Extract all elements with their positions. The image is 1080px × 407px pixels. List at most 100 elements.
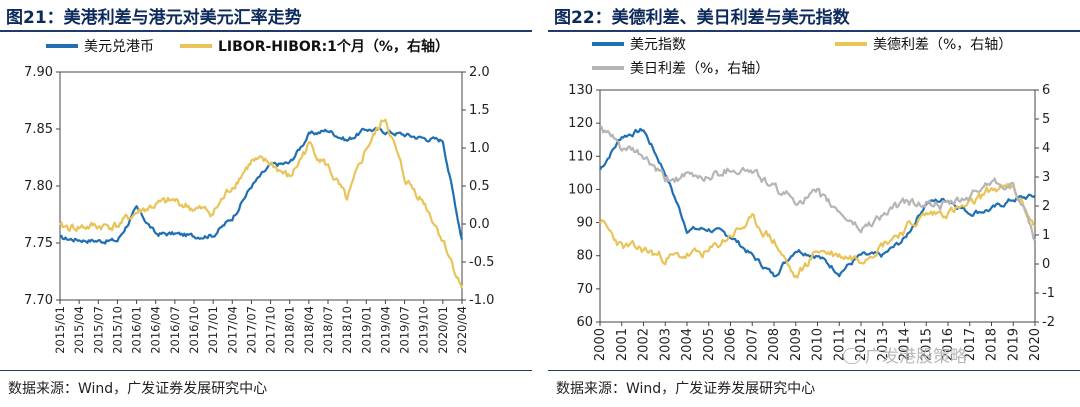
data-point [773,274,775,276]
x-tick-label: 2003 [658,328,673,361]
data-point [212,234,214,236]
data-point [135,211,137,213]
data-point [947,205,949,207]
data-point [289,162,291,164]
x-tick-label: 2010 [811,328,826,361]
data-point [642,248,644,250]
x-tick-label: 2016/01 [130,306,144,354]
x-tick-label: 2019 [1006,328,1021,361]
data-point [621,245,623,247]
x-tick-label: 2006 [724,328,739,361]
data-point [990,208,992,210]
data-point [423,200,425,202]
y2-tick-label: 5 [1042,112,1050,127]
data-point [599,168,601,170]
x-tick-label: 2015/04 [72,306,86,354]
y2-tick-label: 0.5 [469,179,490,194]
x-tick-label: 2020/04 [455,306,469,354]
data-point [686,228,688,230]
x-tick-label: 2018/01 [283,306,297,354]
x-tick-label: 2019/10 [417,306,431,354]
data-point [384,116,386,118]
data-point [193,208,195,210]
x-tick-label: 2005 [702,328,717,361]
source-rule [548,370,1080,371]
legend-label: 美元兑港币 [84,39,154,55]
data-point [193,235,195,237]
y-tick-label: 7.80 [24,179,53,194]
data-point [773,240,775,242]
data-point [642,129,644,131]
data-point [1034,225,1036,227]
data-point [882,214,884,216]
data-point [231,185,233,187]
data-point [664,172,666,174]
y2-tick-label: 1 [1042,228,1050,243]
data-point [1012,185,1014,187]
data-point [308,143,310,145]
x-tick-label: 2018/10 [340,306,354,354]
data-point [729,234,731,236]
data-point [269,162,271,164]
data-point [816,193,818,195]
wechat-icon [843,348,861,364]
legend-label: LIBOR-HIBOR:1个月（%，右轴） [218,38,449,55]
data-point [384,130,386,132]
data-point [365,128,367,130]
data-point [289,177,291,179]
y-tick-label: 7.70 [24,293,53,308]
data-point [365,147,367,149]
y-tick-label: 100 [568,182,593,197]
y2-tick-label: 6 [1042,83,1050,98]
x-tick-label: 2015/07 [91,306,105,354]
data-point [773,187,775,189]
x-tick-label: 2013 [876,328,891,361]
data-point [860,255,862,257]
data-point [250,160,252,162]
data-point [1012,198,1014,200]
data-point [97,225,99,227]
data-point [882,243,884,245]
data-point [403,177,405,179]
data-point [174,200,176,202]
data-point [116,224,118,226]
data-point [664,257,666,259]
series-line [599,125,1036,242]
data-point [751,255,753,257]
x-tick-label: 2015/10 [110,306,124,354]
plot-frame [59,71,463,301]
x-tick-label: 2017/04 [225,306,239,354]
data-point [686,176,688,178]
chart-left: 7.70 7.75 7.80 7.85 7.90 -1.0 -0.5 0.0 0.5 1.0 1.5… [24,38,494,354]
title-rule [0,30,532,32]
data-point [250,185,252,187]
data-point [59,227,61,229]
x-tick-label: 2016/04 [149,306,163,354]
data-point [903,228,905,230]
data-point [231,217,233,219]
data-point [461,287,463,289]
data-point [155,204,157,206]
x-tick-label: 2019/07 [398,306,412,354]
y-tick-label: 60 [576,315,593,330]
data-point [423,137,425,139]
chart-right: 60 70 80 90 100 110 120 130 -2 -1 0 1 2 3 4 5 6 2000 2001 2… [568,37,1055,361]
data-point [135,208,137,210]
data-point [461,238,463,240]
x-tick-label: 2019/04 [378,306,392,354]
data-point [990,187,992,189]
data-point [969,196,971,198]
data-point [97,240,99,242]
data-point [838,271,840,273]
data-point [751,219,753,221]
y-tick-label: 130 [568,83,593,98]
y-tick-label: 70 [576,282,593,297]
y-tick-label: 80 [576,249,593,264]
data-point [708,228,710,230]
x-tick-label: 2007 [745,328,760,361]
data-point [78,226,80,228]
x-tick-label: 2020/01 [436,306,450,354]
figure-title: 图22：美德利差、美日利差与美元指数 [554,8,850,28]
data-point [990,179,992,181]
data-point [403,134,405,136]
